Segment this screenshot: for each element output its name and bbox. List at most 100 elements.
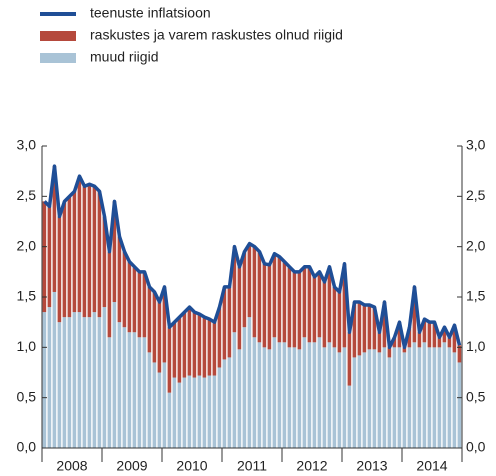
- bar: [372, 307, 377, 350]
- bar: [112, 201, 117, 303]
- legend-label: muud riigid: [90, 49, 158, 65]
- bar: [57, 216, 62, 323]
- bar: [247, 317, 252, 448]
- bar: [307, 266, 312, 343]
- x-tick-label: 2008: [56, 458, 87, 474]
- bar: [87, 317, 92, 448]
- bar: [237, 349, 242, 448]
- bar: [287, 347, 292, 448]
- bar: [67, 196, 72, 318]
- bar: [427, 322, 432, 348]
- y-tick-label: 0,0: [17, 439, 37, 455]
- bar: [447, 347, 452, 448]
- bar: [277, 256, 282, 343]
- bar: [222, 286, 227, 360]
- bar: [417, 332, 422, 348]
- bar: [292, 271, 297, 348]
- bar: [367, 349, 372, 448]
- bar: [157, 372, 162, 448]
- bar: [297, 349, 302, 448]
- bar: [217, 307, 222, 368]
- bar: [42, 312, 47, 448]
- bar: [422, 319, 427, 343]
- bar: [227, 357, 232, 448]
- bar: [267, 264, 272, 350]
- bar: [352, 302, 357, 358]
- bar: [402, 347, 407, 353]
- bar: [402, 352, 407, 448]
- bar: [102, 216, 107, 308]
- bar: [357, 355, 362, 448]
- bar: [272, 337, 277, 448]
- bar: [182, 377, 187, 448]
- bar: [82, 186, 87, 318]
- bar: [422, 342, 427, 448]
- bar: [392, 337, 397, 348]
- bar: [277, 342, 282, 448]
- bar: [397, 322, 402, 348]
- bar: [282, 342, 287, 448]
- bar: [177, 382, 182, 448]
- bar: [407, 327, 412, 348]
- bar: [347, 332, 352, 386]
- bar: [42, 201, 47, 313]
- bar: [387, 347, 392, 358]
- y2-tick-label: 1,0: [466, 338, 486, 354]
- bar: [147, 286, 152, 353]
- bar: [367, 305, 372, 350]
- bar: [267, 349, 272, 448]
- bar: [332, 286, 337, 348]
- y-tick-label: 1,0: [17, 338, 37, 354]
- bar: [312, 276, 317, 343]
- bar: [182, 312, 187, 378]
- bar: [192, 377, 197, 448]
- bar: [97, 191, 102, 318]
- y-tick-label: 2,5: [17, 187, 37, 203]
- bar: [397, 347, 402, 448]
- bar: [257, 251, 262, 343]
- bar: [242, 251, 247, 328]
- bar: [77, 176, 82, 313]
- bar: [162, 362, 167, 448]
- bar: [337, 352, 342, 448]
- bar: [322, 347, 327, 448]
- bar: [57, 322, 62, 448]
- bar: [137, 337, 142, 448]
- bar: [127, 261, 132, 333]
- bar: [237, 266, 242, 350]
- bar: [307, 342, 312, 448]
- bar: [262, 347, 267, 448]
- bar: [122, 327, 127, 448]
- bar: [197, 314, 202, 376]
- bar: [142, 337, 147, 448]
- bar: [312, 342, 317, 448]
- bar: [377, 332, 382, 353]
- bar: [117, 322, 122, 448]
- bar: [262, 263, 267, 348]
- y2-tick-label: 2,5: [466, 187, 486, 203]
- bar: [187, 307, 192, 376]
- bar: [232, 246, 237, 333]
- bar: [202, 377, 207, 448]
- bar: [342, 263, 347, 348]
- bar: [352, 357, 357, 448]
- bar: [197, 375, 202, 448]
- bar: [457, 362, 462, 448]
- bar: [232, 332, 237, 448]
- bar: [72, 312, 77, 448]
- y-tick-label: 2,0: [17, 237, 37, 253]
- legend-label: raskustes ja varem raskustes olnud riigi…: [90, 27, 343, 43]
- bar: [297, 271, 302, 350]
- bar: [52, 166, 57, 292]
- bar: [372, 349, 377, 448]
- bar: [187, 375, 192, 448]
- bar: [177, 317, 182, 383]
- bar: [52, 291, 57, 448]
- bar: [212, 375, 217, 448]
- bar: [222, 359, 227, 448]
- bar: [137, 271, 142, 338]
- bar: [392, 347, 397, 448]
- bar: [327, 342, 332, 448]
